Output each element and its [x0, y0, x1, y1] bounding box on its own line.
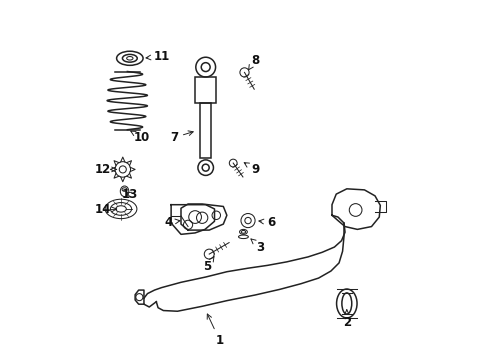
Text: 5: 5 — [203, 257, 214, 273]
Text: 12: 12 — [94, 163, 117, 176]
Text: 14: 14 — [94, 203, 117, 216]
Text: 10: 10 — [130, 131, 150, 144]
Text: 11: 11 — [146, 50, 169, 63]
Text: 4: 4 — [164, 216, 180, 229]
Text: 7: 7 — [169, 131, 193, 144]
Bar — [195, 77, 216, 103]
Text: 9: 9 — [244, 163, 259, 176]
Text: 6: 6 — [259, 216, 275, 229]
Text: 3: 3 — [250, 239, 264, 253]
Text: 1: 1 — [207, 314, 224, 347]
Text: 13: 13 — [122, 188, 138, 201]
Text: 8: 8 — [248, 54, 259, 70]
Text: 2: 2 — [342, 310, 350, 329]
Bar — [200, 103, 211, 158]
